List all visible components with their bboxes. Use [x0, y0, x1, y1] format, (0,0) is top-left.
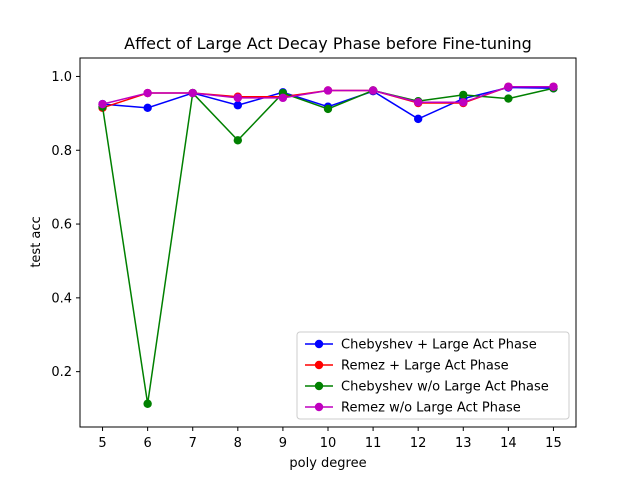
x-tick-label: 9 [279, 436, 287, 451]
legend-label: Remez w/o Large Act Phase [341, 401, 521, 416]
y-axis-label: test acc [29, 216, 44, 267]
data-point [233, 93, 243, 103]
y-axis: 0.2 0.4 0.6 0.8 1.0 [51, 70, 80, 380]
x-tick-label: 11 [365, 436, 382, 451]
legend-item: Chebyshev + Large Act Phase [305, 338, 537, 353]
y-tick-label: 0.2 [51, 365, 72, 380]
data-point [413, 114, 423, 124]
legend-label: Chebyshev w/o Large Act Phase [341, 380, 549, 395]
data-point [143, 103, 152, 113]
x-tick-label: 15 [545, 436, 562, 451]
legend-marker [314, 402, 324, 412]
x-tick-label: 10 [320, 436, 337, 451]
data-point [188, 88, 197, 98]
data-point [504, 82, 513, 91]
legend-item: Chebyshev w/o Large Act Phase [305, 380, 549, 395]
legend-item: Remez + Large Act Phase [305, 359, 509, 374]
y-tick-label: 0.6 [51, 218, 72, 233]
data-point [368, 86, 378, 95]
legend: Chebyshev + Large Act Phase Remez + Large… [296, 331, 570, 420]
legend-marker [314, 339, 324, 349]
data-point [143, 88, 152, 98]
series-4 [98, 82, 558, 109]
data-point [459, 90, 468, 100]
data-point [233, 136, 243, 145]
x-tick-label: 13 [455, 436, 472, 451]
data-point [278, 93, 288, 103]
data-point [504, 94, 513, 103]
legend-item: Remez w/o Large Act Phase [305, 401, 521, 416]
x-tick-label: 14 [500, 436, 517, 451]
x-axis-label: poly degree [289, 456, 366, 471]
legend-label: Chebyshev + Large Act Phase [341, 338, 537, 353]
chart-title: Affect of Large Act Decay Phase before F… [124, 34, 532, 53]
data-point [323, 104, 333, 114]
y-tick-label: 0.4 [51, 291, 72, 306]
data-point [323, 86, 333, 95]
x-tick-label: 7 [189, 436, 197, 451]
x-axis: 5 6 7 8 9 10 11 12 13 14 15 [98, 427, 562, 451]
y-tick-label: 0.8 [51, 144, 72, 159]
data-point [233, 101, 243, 110]
legend-box [296, 331, 570, 420]
data-point [98, 99, 107, 109]
data-point [459, 98, 468, 107]
legend-marker [314, 381, 324, 391]
y-tick-label: 1.0 [51, 70, 72, 85]
x-tick-label: 5 [98, 436, 106, 451]
data-point [413, 98, 423, 107]
series-layer [98, 82, 558, 408]
x-tick-label: 12 [410, 436, 427, 451]
legend-label: Remez + Large Act Phase [341, 359, 509, 374]
data-point [549, 82, 558, 91]
data-point [143, 399, 152, 408]
legend-marker [314, 360, 324, 370]
x-tick-label: 6 [143, 436, 151, 451]
x-tick-label: 8 [234, 436, 242, 451]
